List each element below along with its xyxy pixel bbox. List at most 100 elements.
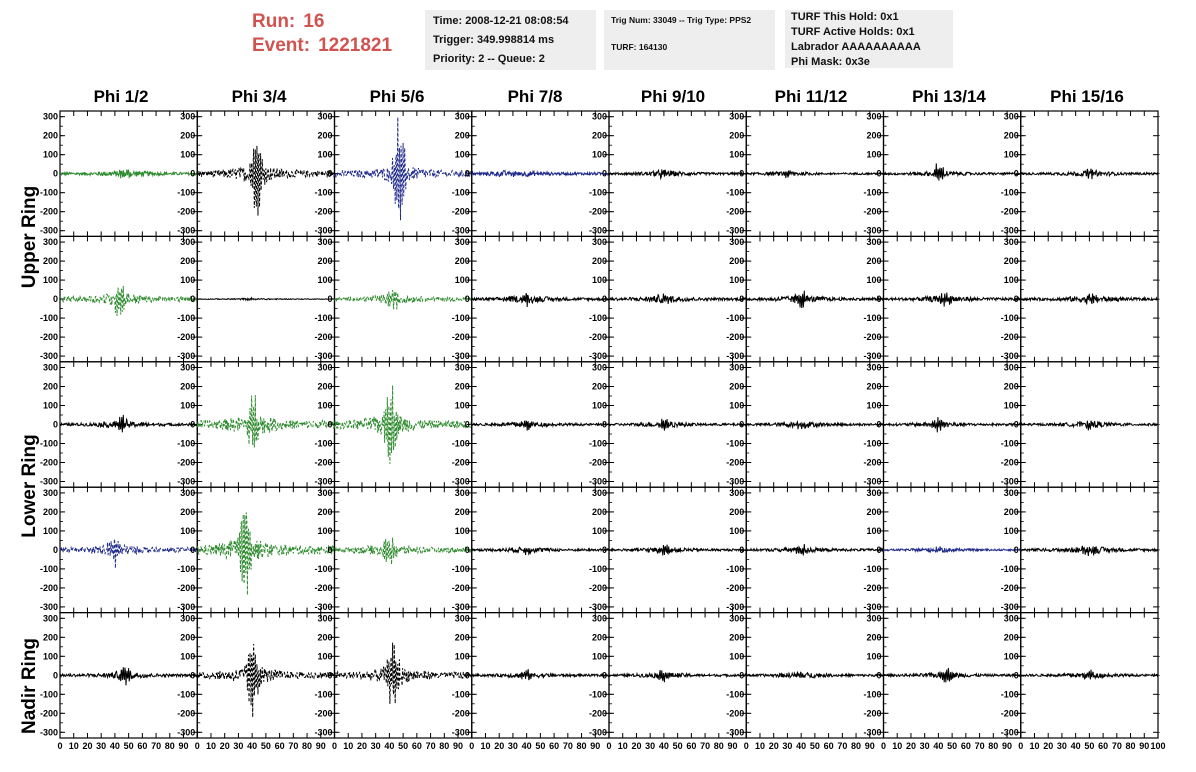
y-tick-label: -100 bbox=[40, 313, 58, 323]
y-tick-label: -300 bbox=[1001, 477, 1019, 487]
waveform-trace bbox=[745, 544, 884, 556]
y-tick-label: 100 bbox=[1004, 401, 1019, 411]
y-tick-label: 300 bbox=[592, 237, 607, 247]
y-tick-label: 100 bbox=[592, 651, 607, 661]
y-tick-label: 100 bbox=[729, 526, 744, 536]
y-tick-label: 0 bbox=[327, 420, 332, 430]
y-tick-label: 300 bbox=[43, 613, 58, 623]
x-tick-label: 20 bbox=[82, 741, 92, 751]
x-tick-label: 100 bbox=[1150, 741, 1165, 751]
y-tick-label: 0 bbox=[327, 545, 332, 555]
y-tick-label: -200 bbox=[452, 332, 470, 342]
y-tick-label: -100 bbox=[863, 313, 881, 323]
y-tick-label: 200 bbox=[729, 256, 744, 266]
waveform-trace bbox=[1020, 168, 1159, 180]
y-tick-label: 300 bbox=[592, 488, 607, 498]
x-tick-label: 50 bbox=[1084, 741, 1094, 751]
waveform-trace bbox=[608, 168, 747, 181]
waveform-trace bbox=[471, 292, 610, 308]
y-tick-label: 0 bbox=[190, 169, 195, 179]
y-tick-label: 200 bbox=[180, 382, 195, 392]
priority-text: Priority: 2 -- Queue: 2 bbox=[433, 53, 545, 65]
y-tick-label: 0 bbox=[602, 420, 607, 430]
y-tick-label: -300 bbox=[40, 477, 58, 487]
y-tick-label: 100 bbox=[1004, 651, 1019, 661]
column-header-phi-3-4: Phi 3/4 bbox=[231, 87, 287, 106]
x-tick-label: 60 bbox=[275, 741, 285, 751]
y-tick-label: -200 bbox=[177, 332, 195, 342]
column-header-phi-7-8: Phi 7/8 bbox=[507, 87, 563, 106]
y-tick-label: -200 bbox=[452, 708, 470, 718]
x-tick-label: 0 bbox=[469, 741, 474, 751]
y-tick-label: 200 bbox=[592, 256, 607, 266]
y-tick-label: -200 bbox=[314, 332, 332, 342]
waveform-trace bbox=[59, 667, 198, 686]
y-tick-label: -200 bbox=[452, 583, 470, 593]
y-tick-label: -100 bbox=[314, 564, 332, 574]
x-tick-label: 10 bbox=[755, 741, 765, 751]
y-tick-label: 200 bbox=[455, 507, 470, 517]
x-tick-label: 0 bbox=[881, 741, 886, 751]
y-tick-label: -300 bbox=[1001, 727, 1019, 737]
y-tick-label: 0 bbox=[327, 294, 332, 304]
column-header-phi-15-16: Phi 15/16 bbox=[1050, 87, 1124, 106]
y-tick-label: 0 bbox=[602, 294, 607, 304]
x-tick-label: 50 bbox=[947, 741, 957, 751]
x-tick-label: 60 bbox=[686, 741, 696, 751]
y-tick-label: -200 bbox=[863, 708, 881, 718]
waveform-trace bbox=[334, 642, 473, 704]
waveform-trace bbox=[471, 419, 610, 431]
y-tick-label: 0 bbox=[876, 294, 881, 304]
y-tick-label: -100 bbox=[726, 188, 744, 198]
y-tick-label: -200 bbox=[452, 458, 470, 468]
x-tick-label: 40 bbox=[522, 741, 532, 751]
y-tick-label: -200 bbox=[726, 332, 744, 342]
x-tick-label: 70 bbox=[1112, 741, 1122, 751]
x-tick-label: 0 bbox=[195, 741, 200, 751]
y-tick-label: 200 bbox=[1004, 256, 1019, 266]
x-tick-label: 30 bbox=[1057, 741, 1067, 751]
y-tick-label: 0 bbox=[739, 420, 744, 430]
y-tick-label: 100 bbox=[43, 651, 58, 661]
y-tick-label: 0 bbox=[190, 670, 195, 680]
y-tick-label: 200 bbox=[43, 382, 58, 392]
y-tick-label: -100 bbox=[589, 188, 607, 198]
y-tick-label: 300 bbox=[43, 112, 58, 122]
waveform-trace bbox=[196, 145, 335, 216]
y-tick-label: 300 bbox=[1004, 488, 1019, 498]
y-tick-label: 200 bbox=[866, 256, 881, 266]
y-tick-label: 300 bbox=[866, 488, 881, 498]
x-tick-label: 50 bbox=[673, 741, 683, 751]
waveform-trace bbox=[471, 669, 610, 681]
x-tick-label: 10 bbox=[1029, 741, 1039, 751]
y-tick-label: 200 bbox=[1004, 131, 1019, 141]
x-tick-label: 20 bbox=[631, 741, 641, 751]
x-tick-label: 20 bbox=[1043, 741, 1053, 751]
turf-info-box: TURF This Hold: 0x1 TURF Active Holds: 0… bbox=[785, 10, 953, 68]
y-tick-label: 300 bbox=[866, 112, 881, 122]
y-tick-label: -100 bbox=[863, 564, 881, 574]
y-tick-label: -100 bbox=[1001, 439, 1019, 449]
y-tick-label: -200 bbox=[589, 458, 607, 468]
x-tick-label: 50 bbox=[261, 741, 271, 751]
y-tick-label: -100 bbox=[314, 689, 332, 699]
y-tick-label: 200 bbox=[180, 632, 195, 642]
x-tick-label: 10 bbox=[206, 741, 216, 751]
y-tick-label: -300 bbox=[726, 351, 744, 361]
y-tick-label: 100 bbox=[729, 401, 744, 411]
x-tick-label: 60 bbox=[412, 741, 422, 751]
y-tick-label: -300 bbox=[589, 727, 607, 737]
x-tick-label: 60 bbox=[549, 741, 559, 751]
x-tick-label: 20 bbox=[494, 741, 504, 751]
y-tick-label: 200 bbox=[592, 507, 607, 517]
x-tick-label: 40 bbox=[659, 741, 669, 751]
y-tick-label: 0 bbox=[465, 420, 470, 430]
waveform-trace bbox=[334, 117, 473, 221]
y-tick-label: 100 bbox=[1004, 526, 1019, 536]
y-tick-label: 0 bbox=[53, 545, 58, 555]
y-tick-label: -300 bbox=[589, 351, 607, 361]
y-tick-label: -100 bbox=[589, 564, 607, 574]
y-tick-label: 300 bbox=[43, 488, 58, 498]
waveform-trace bbox=[883, 163, 1022, 181]
y-tick-label: 200 bbox=[1004, 507, 1019, 517]
